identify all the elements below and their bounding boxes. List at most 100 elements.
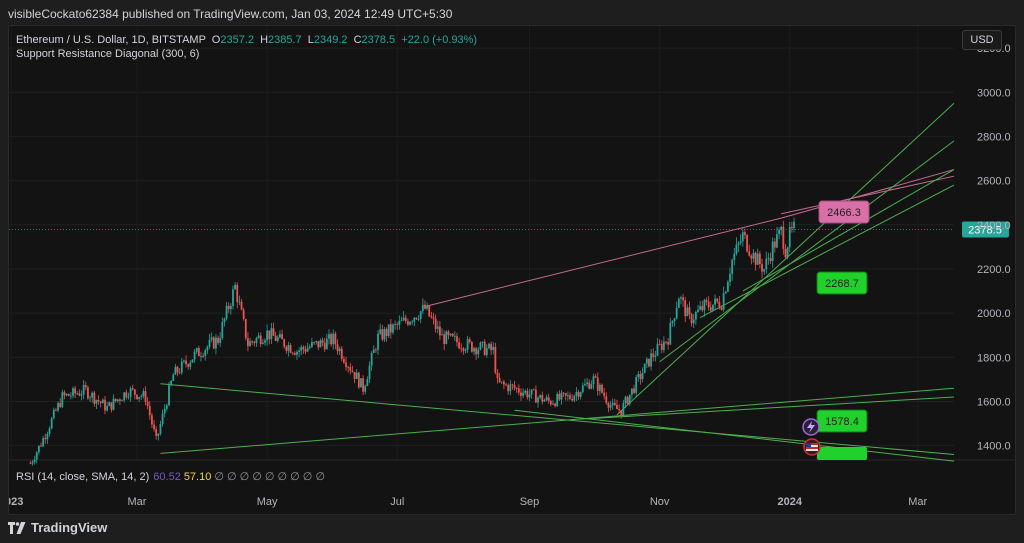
candle-body [460, 348, 463, 350]
x-tick-label: Sep [520, 496, 540, 508]
candle-body [771, 241, 774, 261]
close-label: C [353, 34, 362, 46]
chart-frame[interactable]: 2378.5 2466.3 2268.7 1578.4 1400.0 1600.0 180… [8, 25, 1016, 515]
y-tick-label: 2600.0 [977, 176, 1011, 188]
candle-body [370, 352, 373, 366]
candle-body [624, 396, 627, 404]
candle-body [439, 326, 441, 336]
candle-body [479, 342, 482, 350]
candle-body [114, 398, 117, 402]
candle-body [750, 255, 753, 259]
candle-body [665, 341, 667, 343]
candle-body [212, 337, 215, 349]
support-trendline [580, 396, 955, 420]
footer-brand: TradingView [31, 520, 108, 535]
candle-body [434, 318, 437, 329]
trendlines [160, 102, 955, 462]
candle-body [622, 403, 625, 416]
candle-body [42, 438, 45, 447]
candle-body [660, 343, 663, 350]
candle-body [332, 333, 335, 345]
resistance-trendline [781, 175, 955, 215]
candle-body [55, 409, 57, 411]
candle-body [261, 342, 264, 344]
candle-body [65, 393, 68, 396]
candle-body [748, 251, 751, 256]
lightning-icon [802, 418, 820, 436]
indicator-price-label-clipped [817, 447, 867, 460]
candle-body [353, 371, 356, 379]
publisher-line: visibleCockato62384 published on Trading… [8, 7, 453, 21]
candle-body [686, 307, 689, 317]
candle-body [744, 232, 746, 236]
rsi-legend[interactable]: RSI (14, close, SMA, 14, 2) 60.52 57.10 ∅ ∅… [16, 470, 325, 483]
candle-body [430, 316, 433, 318]
candle-body [618, 409, 620, 411]
candle-body [84, 385, 87, 388]
candle-body [48, 428, 51, 434]
candle-body [699, 306, 702, 310]
candle-body [131, 388, 134, 390]
candle-body [251, 341, 254, 343]
indicator-title[interactable]: Support Resistance Diagonal (300, 6) [16, 48, 200, 60]
candle-body [511, 384, 514, 386]
candle-body [144, 391, 147, 402]
candle-body [347, 367, 350, 368]
high-value: 2385.7 [268, 34, 302, 46]
candle-body [475, 348, 478, 355]
candle-body [601, 384, 603, 393]
candle-body [168, 385, 170, 406]
candle-body [35, 452, 38, 460]
candle-body [249, 341, 251, 347]
candle-body [67, 393, 70, 396]
candle-body [31, 461, 34, 464]
candle-body [494, 346, 497, 373]
currency-button[interactable]: USD [962, 30, 1002, 50]
candle-body [554, 403, 556, 407]
candle-body [383, 329, 386, 340]
rsi-null-values: ∅ ∅ ∅ ∅ ∅ ∅ ∅ ∅ ∅ [214, 471, 326, 483]
candle-body [571, 398, 574, 401]
candle-body [296, 351, 298, 355]
candle-body [366, 379, 369, 386]
symbol-title[interactable]: Ethereum / U.S. Dollar, 1D, BITSTAMP [16, 34, 206, 46]
candle-body [709, 307, 712, 311]
candle-body [308, 346, 311, 348]
candle-body [112, 398, 115, 410]
candle-body [464, 349, 467, 351]
candle-body [445, 331, 448, 344]
candle-body [87, 387, 89, 399]
candle-body [229, 305, 232, 310]
candle-body [172, 374, 175, 381]
candle-body [534, 389, 537, 403]
candle-body [349, 367, 352, 371]
candle-body [496, 372, 499, 379]
candle-body [176, 366, 179, 373]
candle-body [778, 229, 780, 235]
candle-body [375, 349, 377, 351]
candle-body [584, 383, 586, 386]
candle-body [95, 399, 98, 404]
candle-body [91, 392, 94, 398]
candle-body [722, 293, 725, 310]
candle-body [677, 298, 680, 308]
candle-body [89, 397, 91, 399]
candle-body [80, 394, 83, 396]
candle-body [456, 336, 458, 343]
candle-body [688, 307, 691, 315]
candle-body [183, 360, 185, 362]
price-chart[interactable]: 2378.5 2466.3 2268.7 1578.4 1400.0 1600.0 180… [9, 26, 1016, 515]
candle-body [281, 334, 283, 340]
candle-body [579, 392, 582, 397]
candle-body [317, 341, 320, 348]
candle-body [637, 374, 640, 378]
candle-body [549, 400, 552, 405]
candle-body [684, 300, 687, 317]
candle-body [490, 343, 492, 351]
candle-body [136, 394, 138, 400]
rsi-sma-value: 57.10 [183, 471, 212, 483]
candle-body [165, 405, 168, 409]
x-tick-label: Mar [908, 496, 927, 508]
candle-body [520, 392, 522, 396]
candle-body [325, 338, 328, 350]
